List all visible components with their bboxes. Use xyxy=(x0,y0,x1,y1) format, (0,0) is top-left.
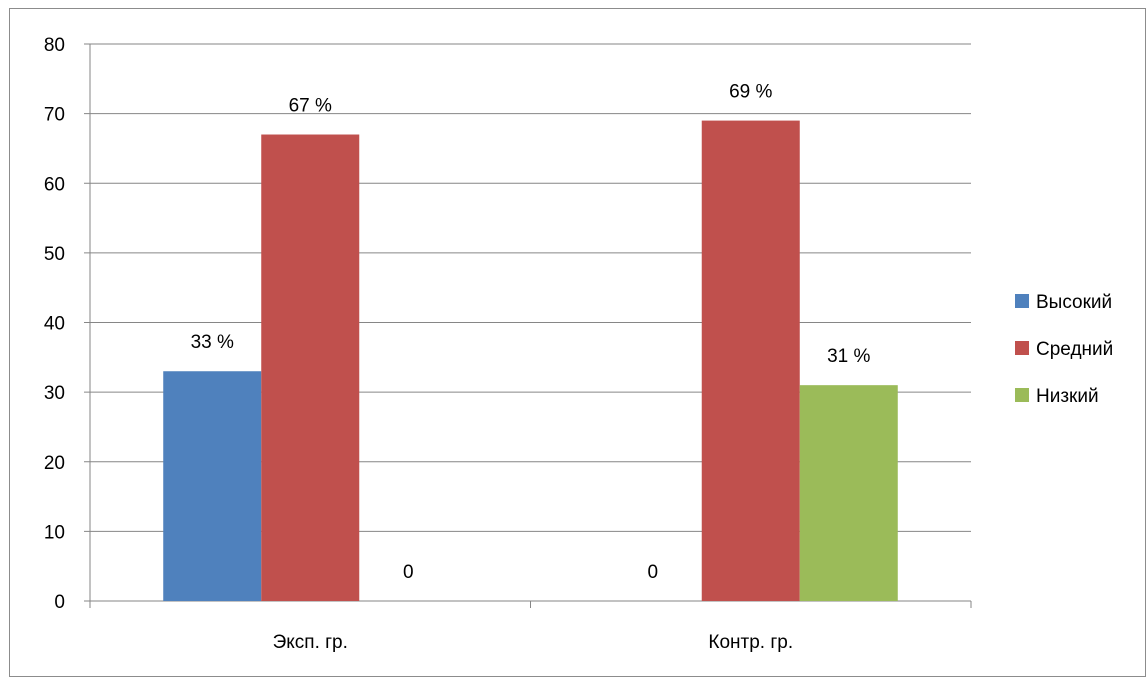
data-label: 33 % xyxy=(191,332,234,353)
legend-label: Низкий xyxy=(1036,386,1099,407)
data-label: 67 % xyxy=(289,96,332,117)
data-labels: 33 % 0 67 % 69 % 0 31 % xyxy=(191,82,871,583)
legend-swatch xyxy=(1015,341,1029,355)
data-label: 0 xyxy=(647,562,658,583)
data-label: 69 % xyxy=(729,82,772,103)
x-tick-label: Эксп. гр. xyxy=(273,632,348,653)
bar xyxy=(261,134,360,601)
legend-label: Средний xyxy=(1036,339,1113,360)
legend-swatch xyxy=(1015,294,1029,308)
y-tick-label: 50 xyxy=(44,244,65,265)
y-tick-label: 80 xyxy=(44,35,65,56)
bar xyxy=(799,385,898,601)
y-tick-label: 30 xyxy=(44,383,65,404)
y-tick-label: 70 xyxy=(44,105,65,126)
legend-label: Высокий xyxy=(1036,292,1112,313)
data-label: 0 xyxy=(403,562,414,583)
y-tick-label: 40 xyxy=(44,314,65,335)
bar xyxy=(701,120,800,602)
legend: Высокий Средний Низкий xyxy=(1015,292,1113,407)
bar xyxy=(163,371,262,601)
x-tick-label: Контр. гр. xyxy=(708,632,793,653)
y-tick-label: 60 xyxy=(44,174,65,195)
y-tick-label: 0 xyxy=(54,592,65,613)
axes: 0 10 20 30 40 50 60 70 80 Эксп. гр. Контр. гр. xyxy=(44,35,972,653)
y-tick-label: 20 xyxy=(44,453,65,474)
legend-swatch xyxy=(1015,388,1029,402)
y-tick-label: 10 xyxy=(44,522,65,543)
data-label: 31 % xyxy=(827,346,870,367)
bars xyxy=(163,120,898,602)
